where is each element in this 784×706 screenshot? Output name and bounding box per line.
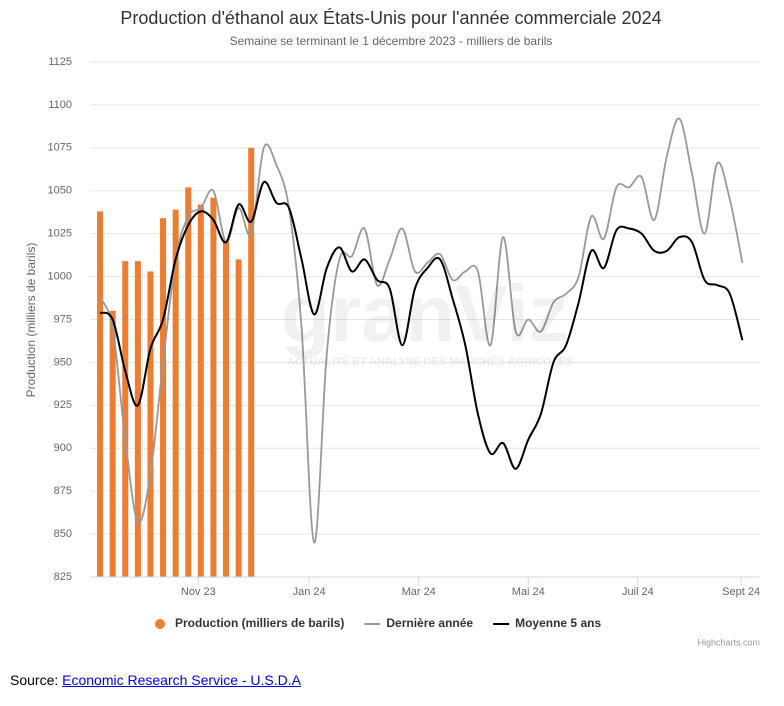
x-tick-label: Mar 24 — [402, 586, 436, 598]
y-tick-label: 925 — [54, 399, 72, 411]
y-tick-label: 825 — [54, 571, 72, 583]
bar — [197, 204, 204, 577]
bar — [122, 261, 129, 577]
line — [99, 117, 744, 544]
bar — [97, 211, 104, 577]
y-tick-label: 1075 — [48, 142, 72, 154]
bar — [134, 261, 141, 577]
chart-title: Production d'éthanol aux États-Unis pour… — [120, 8, 661, 28]
source-link[interactable]: Economic Research Service - U.S.D.A — [62, 672, 301, 688]
source-label: Source: — [10, 672, 59, 688]
watermark: granViz — [281, 269, 569, 358]
bar — [147, 271, 154, 577]
bar — [160, 218, 167, 577]
y-tick-label: 900 — [54, 442, 72, 454]
legend-label: Moyenne 5 ans — [515, 616, 601, 630]
x-tick-label: Jan 24 — [293, 586, 326, 598]
bar — [185, 187, 192, 578]
bar — [172, 209, 179, 577]
credits: Highcharts.com — [697, 637, 760, 647]
line — [99, 180, 744, 470]
y-tick-label: 850 — [54, 528, 72, 540]
y-tick-label: 950 — [54, 356, 72, 368]
legend-label: Dernière année — [386, 616, 473, 630]
x-tick-label: Mai 24 — [512, 586, 545, 598]
legend-label: Production (milliers de barils) — [175, 616, 344, 630]
bar — [235, 259, 242, 577]
x-tick-label: Nov 23 — [181, 586, 216, 598]
y-tick-label: 1000 — [48, 270, 72, 282]
bar — [223, 240, 230, 578]
bar — [210, 197, 217, 577]
y-tick-label: 975 — [54, 313, 72, 325]
y-tick-label: 875 — [54, 485, 72, 497]
watermark-tagline: ACTUALITÉ ET ANALYSE DES MARCHÉS AGRICOL… — [287, 355, 573, 368]
chart-subtitle: Semaine se terminant le 1 décembre 2023 … — [230, 34, 553, 48]
source: Source: Economic Research Service - U.S.… — [10, 672, 301, 688]
x-tick-label: Juil 24 — [622, 586, 654, 598]
bar — [109, 310, 116, 577]
y-tick-label: 1125 — [48, 56, 72, 68]
y-tick-label: 1050 — [48, 185, 72, 197]
legend-symbol — [155, 619, 165, 629]
chart: Production d'éthanol aux États-Unis pour… — [24, 8, 760, 648]
y-tick-label: 1100 — [48, 99, 72, 111]
bar — [248, 147, 255, 578]
plot — [90, 61, 760, 578]
x-tick-label: Sept 24 — [722, 586, 760, 598]
y-tick-label: 1025 — [48, 228, 72, 240]
y-axis-title: Production (milliers de barils) — [24, 243, 38, 398]
